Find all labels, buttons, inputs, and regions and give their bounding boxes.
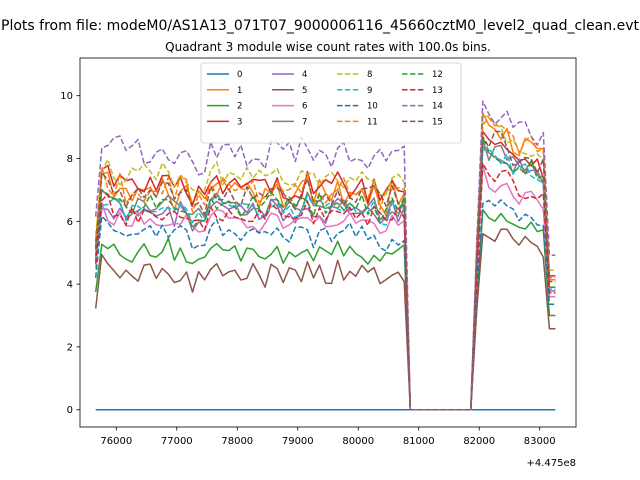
- legend-box: [200, 62, 462, 144]
- x-tick-label: 82000: [463, 436, 495, 447]
- y-tick-label: 2: [67, 342, 73, 353]
- series-line-10: [94, 199, 556, 411]
- legend-label-9: 9: [367, 86, 372, 96]
- series-line-5: [94, 228, 556, 411]
- series-line-2: [94, 208, 556, 411]
- legend-label-1: 1: [237, 86, 242, 96]
- legend-label-10: 10: [367, 102, 378, 112]
- legend-label-13: 13: [432, 86, 443, 96]
- series-line-15: [94, 130, 556, 411]
- axes-frame: [79, 57, 577, 428]
- x-tick-label: 77000: [161, 436, 193, 447]
- axes-title: Quadrant 3 module wise count rates with …: [165, 40, 491, 54]
- legend-label-0: 0: [237, 70, 242, 80]
- x-tick-label: 83000: [524, 436, 556, 447]
- y-tick-label: 10: [60, 91, 73, 102]
- legend-label-8: 8: [367, 70, 372, 80]
- y-axis: 0 2 4 6 8 10: [60, 91, 80, 416]
- series-line-8: [94, 115, 556, 411]
- y-tick-label: 8: [67, 154, 73, 165]
- x-tick-label: 78000: [221, 436, 253, 447]
- y-tick-label: 4: [67, 280, 73, 291]
- y-tick-label: 6: [67, 217, 73, 228]
- x-tick-label: 81000: [403, 436, 435, 447]
- series-lines: [94, 100, 556, 411]
- legend-label-5: 5: [302, 86, 307, 96]
- x-axis-offset-label: +4.475e8: [526, 458, 576, 469]
- series-line-13: [94, 162, 556, 411]
- legend-label-12: 12: [432, 70, 443, 80]
- x-tick-label: 76000: [100, 436, 132, 447]
- legend-label-6: 6: [302, 102, 307, 112]
- x-tick-label: 79000: [282, 436, 314, 447]
- legend-label-3: 3: [237, 117, 242, 127]
- legend-label-15: 15: [432, 117, 443, 127]
- x-tick-label: 80000: [342, 436, 374, 447]
- x-axis: 76000 77000 78000 79000 80000 81000 82000 83000: [100, 427, 556, 447]
- figure-suptitle: Plots from file: modeM0/AS1A13_071T07_90…: [1, 18, 639, 34]
- legend-label-14: 14: [432, 102, 443, 112]
- legend-label-11: 11: [367, 117, 378, 127]
- legend-label-2: 2: [237, 102, 242, 112]
- legend-label-4: 4: [302, 70, 307, 80]
- y-tick-label: 0: [67, 405, 73, 416]
- series-line-14: [94, 100, 556, 411]
- legend-label-7: 7: [302, 117, 307, 127]
